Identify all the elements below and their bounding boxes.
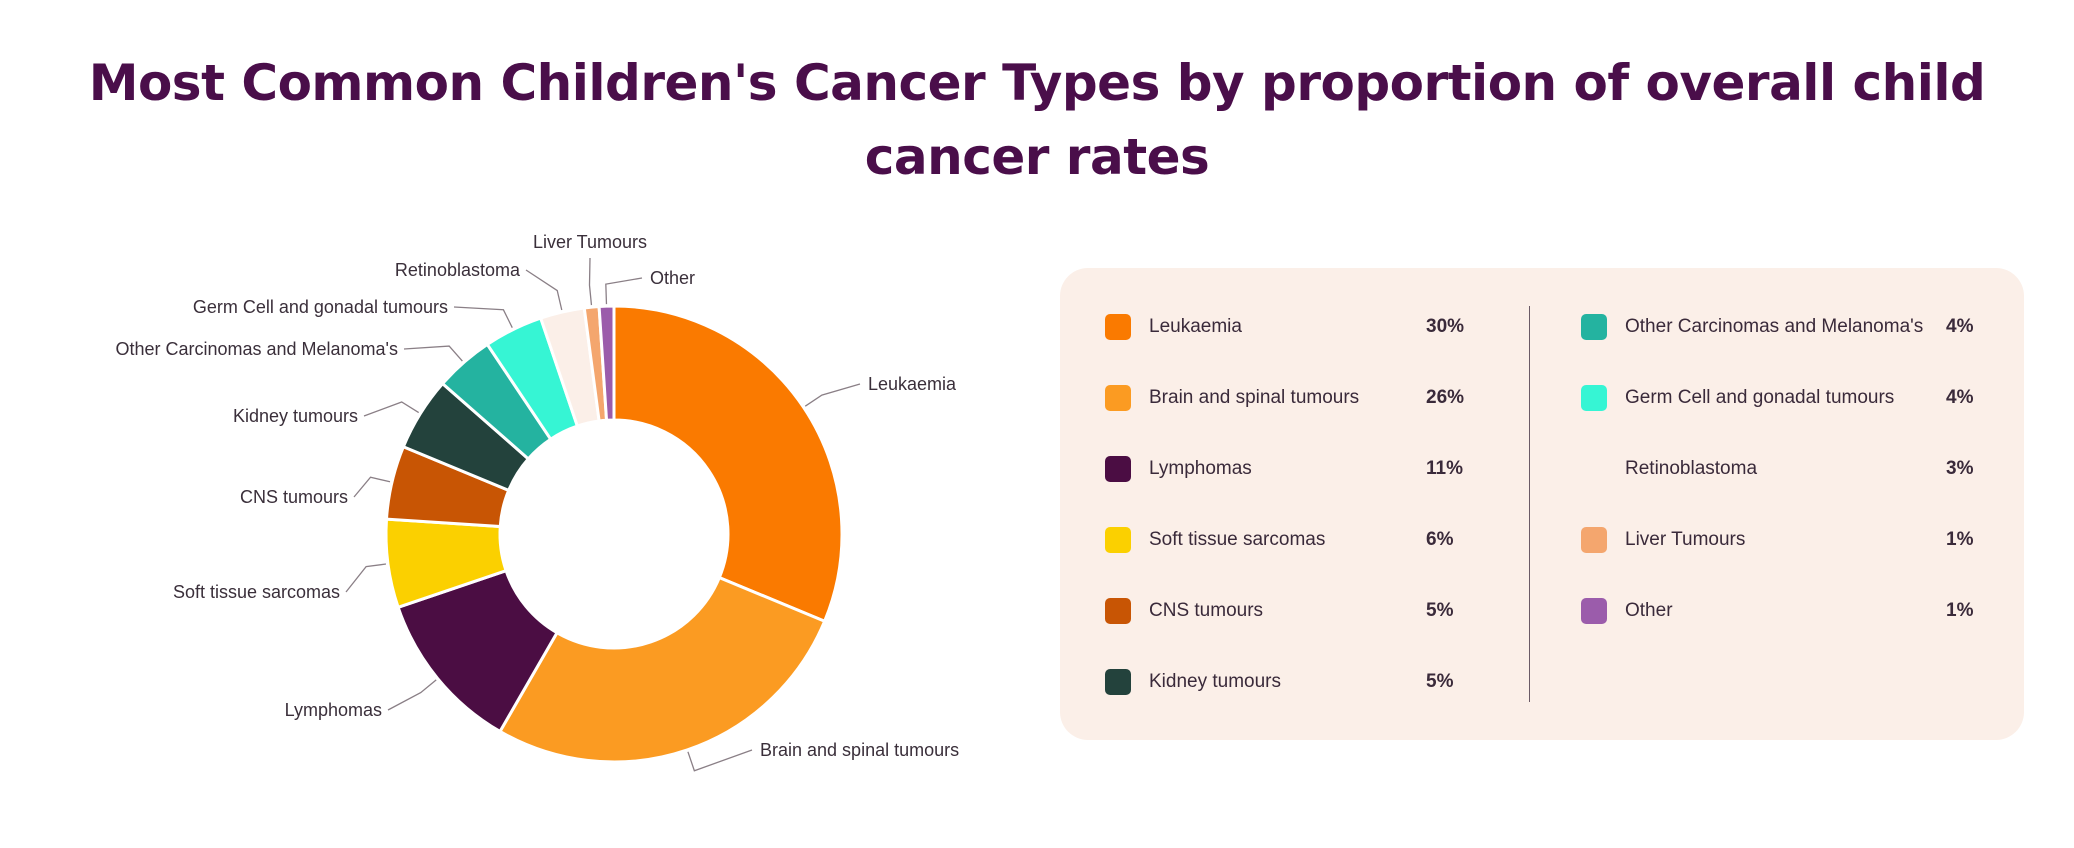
legend-item-germ-cell-and-gonadal-tumours: Germ Cell and gonadal tumours 4% bbox=[1581, 385, 2021, 415]
donut-chart: Leukaemia Brain and spinal tumours Lymphom… bbox=[115, 232, 959, 772]
legend-swatch bbox=[1105, 456, 1131, 482]
donut-slices bbox=[384, 304, 844, 764]
legend-swatch bbox=[1581, 385, 1607, 411]
legend-swatch bbox=[1581, 456, 1607, 482]
legend-swatch bbox=[1105, 669, 1131, 695]
slice-other bbox=[597, 304, 616, 422]
legend-label: Brain and spinal tumours bbox=[1149, 387, 1360, 408]
legend-value: 6% bbox=[1426, 529, 1454, 550]
callout-line-other bbox=[605, 277, 643, 305]
legend-item-lymphomas: Lymphomas 11% bbox=[1105, 456, 1525, 486]
callout-line-cns-tumours bbox=[353, 476, 391, 498]
legend-swatch bbox=[1105, 385, 1131, 411]
callout-line-liver-tumours bbox=[588, 257, 593, 306]
legend-label: CNS tumours bbox=[1149, 600, 1264, 621]
legend-value: 5% bbox=[1426, 671, 1454, 692]
legend-swatch bbox=[1581, 598, 1607, 624]
chart-title: Most Common Children's Cancer Types by p… bbox=[88, 54, 1986, 186]
legend-label: Liver Tumours bbox=[1625, 529, 1746, 550]
legend-panel: Leukaemia 30% Brain and spinal tumours 26% L… bbox=[1060, 268, 2024, 740]
legend-swatch bbox=[1105, 598, 1131, 624]
legend-label: Other Carcinomas and Melanoma's bbox=[1625, 316, 1924, 337]
legend-value: 5% bbox=[1426, 600, 1454, 621]
legend-label: Germ Cell and gonadal tumours bbox=[1625, 387, 1895, 408]
legend-swatch bbox=[1581, 527, 1607, 553]
legend-item-liver-tumours: Liver Tumours 1% bbox=[1581, 527, 2021, 557]
legend-value: 3% bbox=[1946, 458, 1974, 479]
legend-swatch bbox=[1581, 314, 1607, 340]
callout-line-leukaemia bbox=[804, 383, 861, 407]
slice-brain-and-spinal-tumours bbox=[497, 575, 827, 764]
legend-item-soft-tissue-sarcomas: Soft tissue sarcomas 6% bbox=[1105, 527, 1525, 557]
callout-line-germ-cell-and-gonadal-tumours bbox=[453, 306, 513, 329]
slice-label-soft-tissue-sarcomas: Soft tissue sarcomas bbox=[173, 582, 340, 602]
callout-line-soft-tissue-sarcomas bbox=[345, 563, 387, 593]
slice-label-cns-tumours: CNS tumours bbox=[240, 487, 348, 507]
callout-line-brain-and-spinal-tumours bbox=[687, 749, 753, 772]
slice-label-lymphomas: Lymphomas bbox=[285, 700, 382, 720]
legend-label: Retinoblastoma bbox=[1625, 458, 1758, 479]
slice-callouts: Leukaemia Brain and spinal tumours Lymphom… bbox=[115, 232, 959, 772]
legend-value: 1% bbox=[1946, 529, 1974, 550]
callout-line-retinoblastoma bbox=[525, 269, 563, 311]
legend-label: Other bbox=[1625, 600, 1673, 621]
legend-item-brain-and-spinal-tumours: Brain and spinal tumours 26% bbox=[1105, 385, 1525, 415]
legend-value: 26% bbox=[1426, 387, 1465, 408]
slice-label-other-carcinomas-and-melanoma-s: Other Carcinomas and Melanoma's bbox=[115, 339, 398, 359]
legend-item-other: Other 1% bbox=[1581, 598, 2021, 628]
legend-value: 4% bbox=[1946, 316, 1974, 337]
slice-label-kidney-tumours: Kidney tumours bbox=[233, 406, 358, 426]
legend-label: Kidney tumours bbox=[1149, 671, 1282, 692]
slice-label-liver-tumours: Liver Tumours bbox=[533, 232, 647, 252]
legend-item-cns-tumours: CNS tumours 5% bbox=[1105, 598, 1525, 628]
legend-label: Lymphomas bbox=[1149, 458, 1252, 479]
legend-value: 30% bbox=[1426, 316, 1465, 337]
legend-label: Soft tissue sarcomas bbox=[1149, 529, 1326, 550]
legend-item-kidney-tumours: Kidney tumours 5% bbox=[1105, 669, 1525, 699]
legend-item-leukaemia: Leukaemia 30% bbox=[1105, 314, 1525, 344]
legend-value: 11% bbox=[1426, 458, 1463, 479]
legend-divider bbox=[1529, 306, 1530, 702]
slice-label-other: Other bbox=[650, 268, 695, 288]
slice-label-germ-cell-and-gonadal-tumours: Germ Cell and gonadal tumours bbox=[193, 297, 448, 317]
slice-label-leukaemia: Leukaemia bbox=[868, 374, 957, 394]
legend-label: Leukaemia bbox=[1149, 316, 1242, 337]
slice-label-retinoblastoma: Retinoblastoma bbox=[395, 260, 521, 280]
slice-label-brain-and-spinal-tumours: Brain and spinal tumours bbox=[760, 740, 959, 760]
legend-value: 4% bbox=[1946, 387, 1974, 408]
callout-line-kidney-tumours bbox=[363, 401, 420, 417]
legend-swatch bbox=[1105, 314, 1131, 340]
legend-value: 1% bbox=[1946, 600, 1974, 621]
callout-line-lymphomas bbox=[387, 679, 437, 711]
callout-line-other-carcinomas-and-melanoma-s bbox=[403, 345, 463, 362]
legend-swatch bbox=[1105, 527, 1131, 553]
legend-item-retinoblastoma: Retinoblastoma 3% bbox=[1581, 456, 2021, 486]
legend-item-other-carcinomas-and-melanoma-s: Other Carcinomas and Melanoma's 4% bbox=[1581, 314, 2021, 344]
slice-leukaemia bbox=[612, 304, 844, 624]
